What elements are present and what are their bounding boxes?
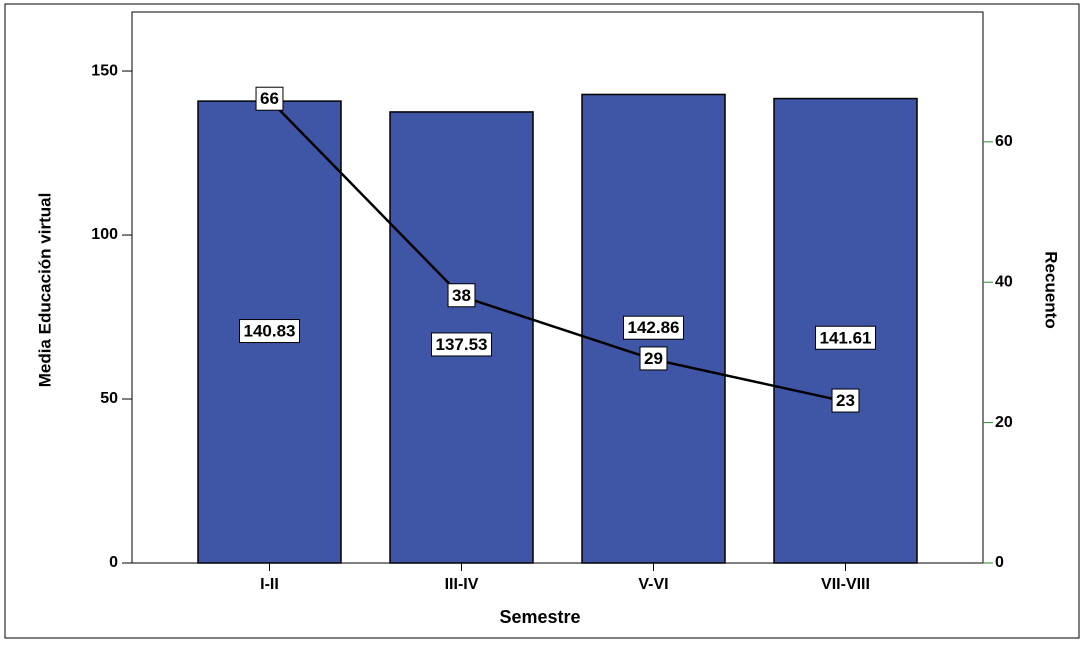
x-axis-title: Semestre: [499, 607, 580, 627]
y2-axis-title: Recuento: [1042, 251, 1061, 328]
y-tick-label: 100: [91, 226, 118, 243]
value-label-box: [255, 86, 284, 111]
y2-tick-label: 0: [995, 554, 1004, 571]
x-tick-label: III-IV: [445, 576, 479, 593]
value-label-box: [639, 346, 668, 371]
value-label: 142.86: [628, 318, 680, 337]
y-tick-label: 150: [91, 62, 118, 79]
y-tick-label: 0: [109, 554, 118, 571]
value-label-box: [447, 283, 476, 308]
value-label: 66: [260, 89, 279, 108]
value-label-box: [623, 315, 684, 340]
value-label: 38: [452, 286, 471, 305]
value-label: 23: [836, 391, 855, 410]
value-label-box: [815, 325, 876, 350]
value-label-box: [431, 332, 492, 357]
y2-tick-label: 20: [995, 414, 1013, 431]
x-tick-label: I-II: [260, 576, 279, 593]
x-tick-label: V-VI: [638, 576, 668, 593]
line: [268, 98, 846, 403]
value-label: 137.53: [436, 335, 488, 354]
value-label: 141.61: [820, 328, 872, 347]
value-label-box: [831, 388, 860, 413]
y-axis-title: Media Educación virtual: [35, 193, 54, 388]
y-tick-label: 50: [100, 390, 118, 407]
value-label-box: [239, 319, 300, 344]
y2-tick-label: 60: [995, 133, 1013, 150]
y2-tick-label: 40: [995, 273, 1013, 290]
value-label: 140.83: [244, 322, 296, 341]
value-label: 29: [644, 349, 663, 368]
x-tick-label: VII-VIII: [821, 576, 870, 593]
